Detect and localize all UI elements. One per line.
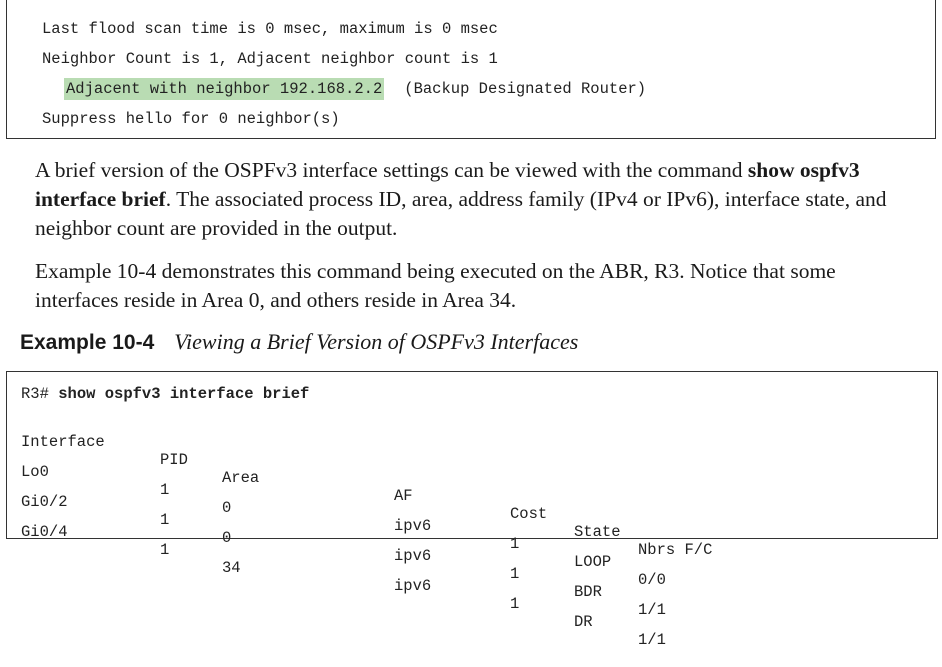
cell-cost: 1 (510, 565, 520, 583)
body-paragraph: Example 10-4 demonstrates this command b… (35, 259, 836, 312)
cell-pid: 1 (160, 511, 170, 529)
cell-af: ipv6 (394, 547, 432, 565)
cell-nbrs: 1/1 (638, 631, 666, 649)
table-row: Lo0 1 0 ipv6 1 LOOP 0/0 (21, 445, 921, 589)
cli-command: show ospfv3 interface brief (58, 385, 310, 403)
code-block-continued: Last flood scan time is 0 msec, maximum … (6, 0, 936, 139)
neighbor-role-text: (Backup Designated Router) (404, 80, 647, 98)
cell-pid: 1 (160, 541, 170, 559)
cell-nbrs: 0/0 (638, 571, 666, 589)
paragraph-text: . The associated process ID, area, addre… (35, 187, 887, 240)
cell-nbrs: 1/1 (638, 601, 666, 619)
highlighted-neighbor-text: Adjacent with neighbor 192.168.2.2 (64, 78, 385, 100)
table-header: Interface PID Area AF Cost State Nbrs F/… (21, 415, 921, 559)
cell-state: BDR (574, 583, 602, 601)
cell-area: 0 (222, 529, 232, 547)
code-line-highlighted: Adjacent with neighbor 192.168.2.2 (Backu… (42, 78, 647, 100)
column-header: Area (222, 469, 260, 487)
column-header: AF (394, 487, 413, 505)
body-paragraph: A brief version of the OSPFv3 interface … (35, 156, 915, 243)
example-title: Viewing a Brief Version of OSPFv3 Interf… (174, 329, 579, 354)
cell-interface: Gi0/2 (21, 493, 68, 511)
example-caption: Example 10-4 Viewing a Brief Version of O… (20, 328, 578, 357)
code-block-example: R3# show ospfv3 interface brief Interfac… (6, 371, 938, 649)
column-header: State (574, 523, 621, 541)
cell-state: DR (574, 613, 593, 631)
cell-af: ipv6 (394, 577, 432, 595)
inline-command: show ospfv3 interface brief (35, 158, 860, 211)
code-line: Suppress hello for 0 neighbor(s) (42, 110, 340, 128)
table-row: Gi0/4 1 34 ipv6 1 DR 1/1 (21, 505, 921, 649)
cell-state: LOOP (574, 553, 612, 571)
cell-af: ipv6 (394, 517, 432, 535)
column-header: Interface (21, 433, 105, 451)
command-line: R3# show ospfv3 interface brief (21, 385, 309, 403)
cell-interface: Lo0 (21, 463, 49, 481)
code-line: Last flood scan time is 0 msec, maximum … (42, 20, 498, 38)
cell-cost: 1 (510, 595, 520, 613)
cell-area: 34 (222, 559, 241, 577)
column-header: Nbrs F/C (638, 541, 713, 559)
cell-area: 0 (222, 499, 232, 517)
cell-cost: 1 (510, 535, 520, 553)
cli-prompt: R3# (21, 385, 49, 403)
example-label: Example 10-4 (20, 331, 155, 354)
table-row: Gi0/2 1 0 ipv6 1 BDR 1/1 (21, 475, 921, 619)
column-header: PID (160, 451, 188, 469)
paragraph-text: A brief version of the OSPFv3 interface … (35, 158, 748, 182)
code-line: Neighbor Count is 1, Adjacent neighbor c… (42, 50, 498, 68)
cell-interface: Gi0/4 (21, 523, 68, 541)
cell-pid: 1 (160, 481, 170, 499)
column-header: Cost (510, 505, 548, 523)
